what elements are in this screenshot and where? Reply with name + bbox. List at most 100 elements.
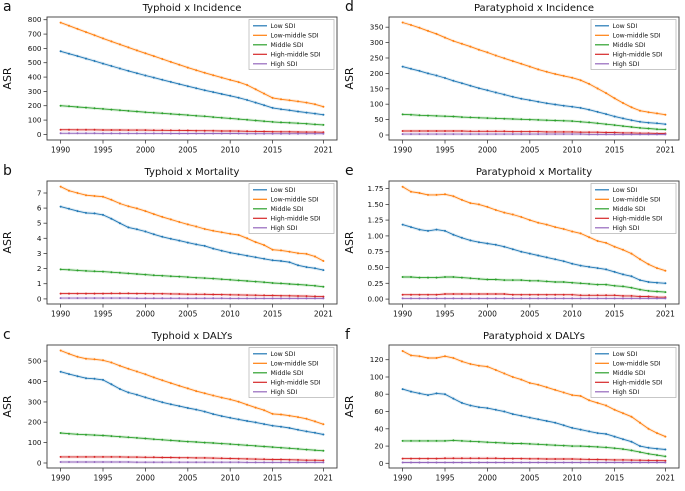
svg-text:2005: 2005 <box>178 146 197 155</box>
typhoid-dalys-chart: Typhoid x DALYs ASR 0 100 200 300 400 500 1990 19… <box>1 331 338 483</box>
svg-text:1995: 1995 <box>435 474 454 483</box>
svg-text:2005: 2005 <box>520 310 539 319</box>
svg-text:6: 6 <box>37 204 42 213</box>
svg-text:2005: 2005 <box>520 146 539 155</box>
svg-text:High SDI: High SDI <box>613 225 640 232</box>
svg-text:0: 0 <box>37 130 42 139</box>
panel-typhoid-incidence: a Typhoid x Incidence ASR 0 100 200 300 400 500… <box>0 0 342 164</box>
svg-text:2000: 2000 <box>478 310 497 319</box>
svg-text:Middle SDI: Middle SDI <box>613 370 646 377</box>
svg-text:Typhoid x Incidence: Typhoid x Incidence <box>142 3 242 14</box>
typhoid-mortality-chart: Typhoid x Mortality ASR 0 1 2 3 4 5 6 7 1990 1995 20… <box>1 167 338 319</box>
svg-text:3: 3 <box>37 249 42 258</box>
svg-text:ASR: ASR <box>343 395 356 418</box>
svg-text:7: 7 <box>37 189 42 198</box>
svg-text:1995: 1995 <box>435 146 454 155</box>
svg-text:50: 50 <box>374 115 384 124</box>
svg-text:200: 200 <box>28 101 42 110</box>
svg-text:150: 150 <box>370 84 384 93</box>
svg-text:Low SDI: Low SDI <box>613 187 638 194</box>
svg-text:400: 400 <box>28 73 42 82</box>
svg-text:100: 100 <box>370 373 384 382</box>
svg-text:Low SDI: Low SDI <box>271 187 296 194</box>
svg-text:2010: 2010 <box>563 146 582 155</box>
svg-text:100: 100 <box>28 116 42 125</box>
svg-text:2000: 2000 <box>478 474 497 483</box>
svg-text:300: 300 <box>370 38 384 47</box>
svg-text:2005: 2005 <box>178 310 197 319</box>
panel-letter-c: c <box>3 327 11 343</box>
svg-text:2015: 2015 <box>263 310 282 319</box>
svg-text:800: 800 <box>28 15 42 24</box>
svg-text:1990: 1990 <box>51 146 70 155</box>
svg-text:2000: 2000 <box>136 310 155 319</box>
svg-text:2021: 2021 <box>314 474 333 483</box>
svg-text:2021: 2021 <box>656 146 675 155</box>
svg-text:ASR: ASR <box>1 395 14 418</box>
svg-text:2010: 2010 <box>221 146 240 155</box>
svg-text:High SDI: High SDI <box>271 225 298 232</box>
svg-text:0.25: 0.25 <box>367 279 383 288</box>
svg-text:600: 600 <box>28 44 42 53</box>
svg-text:2015: 2015 <box>263 146 282 155</box>
svg-text:500: 500 <box>28 357 42 366</box>
svg-text:2015: 2015 <box>605 146 624 155</box>
svg-text:0: 0 <box>379 131 384 140</box>
svg-text:High SDI: High SDI <box>271 389 298 396</box>
svg-text:2000: 2000 <box>136 474 155 483</box>
svg-text:Paratyphoid x DALYs: Paratyphoid x DALYs <box>483 331 585 342</box>
panel-paratyphoid-incidence: d Paratyphoid x Incidence ASR 0 50 100 150 200… <box>342 0 685 164</box>
svg-text:2021: 2021 <box>656 474 675 483</box>
svg-text:Low-middle SDI: Low-middle SDI <box>613 197 661 204</box>
svg-text:40: 40 <box>374 424 384 433</box>
svg-text:1.50: 1.50 <box>367 200 383 209</box>
svg-text:ASR: ASR <box>343 231 356 254</box>
svg-text:100: 100 <box>28 438 42 447</box>
svg-text:Low-middle SDI: Low-middle SDI <box>613 33 661 40</box>
svg-text:High-middle SDI: High-middle SDI <box>271 380 321 387</box>
svg-text:High SDI: High SDI <box>613 389 640 396</box>
svg-text:2015: 2015 <box>605 474 624 483</box>
svg-text:Middle SDI: Middle SDI <box>613 42 646 49</box>
svg-text:0: 0 <box>379 459 384 468</box>
svg-text:120: 120 <box>370 355 384 364</box>
svg-text:350: 350 <box>370 23 384 32</box>
svg-text:2015: 2015 <box>263 474 282 483</box>
svg-text:1995: 1995 <box>93 474 112 483</box>
svg-text:2015: 2015 <box>605 310 624 319</box>
paratyphoid-dalys-chart: Paratyphoid x DALYs ASR 0 20 40 60 80 100 120 199… <box>343 331 680 483</box>
svg-text:ASR: ASR <box>1 231 14 254</box>
svg-text:0.75: 0.75 <box>367 247 383 256</box>
svg-text:2010: 2010 <box>221 310 240 319</box>
svg-text:High-middle SDI: High-middle SDI <box>271 216 321 223</box>
panel-letter-b: b <box>3 163 12 179</box>
svg-text:250: 250 <box>370 54 384 63</box>
svg-text:Typhoid x DALYs: Typhoid x DALYs <box>151 331 233 342</box>
svg-text:High-middle SDI: High-middle SDI <box>613 216 663 223</box>
svg-text:2: 2 <box>37 264 42 273</box>
svg-text:5: 5 <box>37 219 42 228</box>
svg-text:20: 20 <box>374 442 384 451</box>
svg-text:ASR: ASR <box>1 67 14 90</box>
panel-typhoid-mortality: b Typhoid x Mortality ASR 0 1 2 3 4 5 6 7 1990 1995… <box>0 163 342 328</box>
panel-letter-f: f <box>345 327 350 343</box>
svg-text:1: 1 <box>37 279 42 288</box>
svg-text:High SDI: High SDI <box>613 61 640 68</box>
svg-text:80: 80 <box>374 390 384 399</box>
paratyphoid-mortality-chart: Paratyphoid x Mortality ASR 0.00 0.25 0.50 0.… <box>343 167 680 319</box>
svg-text:Middle SDI: Middle SDI <box>271 206 304 213</box>
panel-letter-d: d <box>345 0 354 15</box>
svg-text:1990: 1990 <box>393 310 412 319</box>
svg-text:1.75: 1.75 <box>367 184 383 193</box>
svg-text:1990: 1990 <box>51 474 70 483</box>
svg-text:60: 60 <box>374 407 384 416</box>
svg-text:High-middle SDI: High-middle SDI <box>613 52 663 59</box>
svg-text:High-middle SDI: High-middle SDI <box>271 52 321 59</box>
svg-text:Typhoid x Mortality: Typhoid x Mortality <box>144 167 240 178</box>
svg-text:2005: 2005 <box>178 474 197 483</box>
svg-text:High-middle SDI: High-middle SDI <box>613 380 663 387</box>
panel-paratyphoid-dalys: f Paratyphoid x DALYs ASR 0 20 40 60 80 100 120 1… <box>342 327 685 491</box>
svg-text:300: 300 <box>28 87 42 96</box>
svg-text:2005: 2005 <box>520 474 539 483</box>
